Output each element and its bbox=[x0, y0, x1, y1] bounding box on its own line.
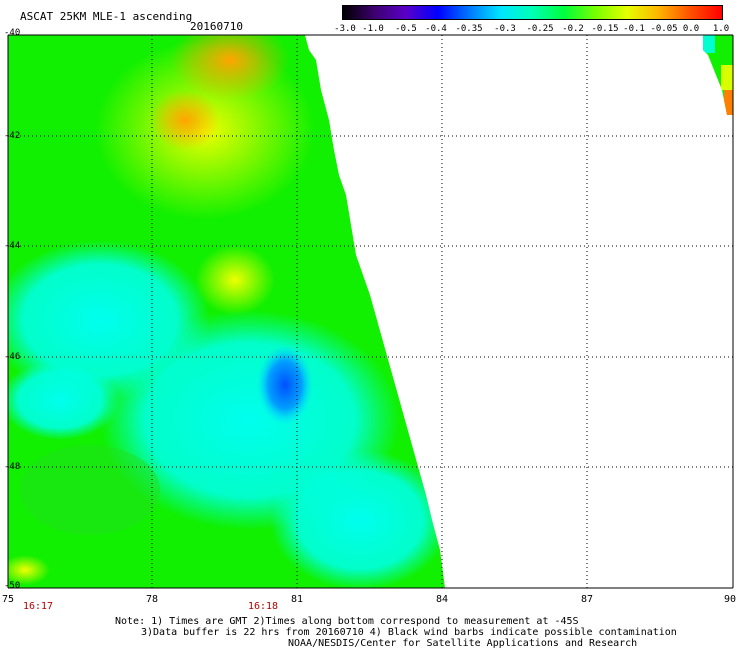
lat-tick: -48 bbox=[4, 462, 21, 472]
lat-tick: -44 bbox=[4, 241, 21, 251]
lon-tick: 75 bbox=[1, 594, 15, 605]
lon-tick: 90 bbox=[723, 594, 737, 605]
east-swath-data bbox=[703, 35, 733, 115]
colorbar-label: -1.0 bbox=[362, 24, 384, 34]
colorbar-label: 0.0 bbox=[682, 24, 700, 34]
time-label: 16:18 bbox=[247, 601, 279, 612]
swath-data bbox=[8, 35, 445, 588]
note-line: 3)Data buffer is 22 hrs from 20160710 4)… bbox=[141, 627, 677, 638]
note-line: NOAA/NESDIS/Center for Satellite Applica… bbox=[288, 638, 638, 649]
colorbar-label: -0.15 bbox=[591, 24, 619, 34]
colorbar-label: -0.25 bbox=[526, 24, 554, 34]
lon-tick: 87 bbox=[580, 594, 594, 605]
lat-tick: -50 bbox=[4, 581, 21, 591]
lat-tick: -42 bbox=[4, 131, 21, 141]
colorbar-labels: -3.0 -1.0 -0.5 -0.4 -0.35 -0.3 -0.25 -0.… bbox=[0, 0, 740, 40]
lat-tick: -40 bbox=[4, 28, 21, 38]
colorbar-label: -0.1 bbox=[623, 24, 645, 34]
product-title: ASCAT 25KM MLE-1 ascending bbox=[20, 10, 193, 23]
colorbar-label: -0.35 bbox=[455, 24, 483, 34]
colorbar-label: -3.0 bbox=[334, 24, 356, 34]
colorbar-label: -0.05 bbox=[650, 24, 678, 34]
lon-tick: 78 bbox=[145, 594, 159, 605]
colorbar-label: -0.5 bbox=[395, 24, 417, 34]
grid-lines bbox=[7, 34, 734, 589]
product-date: 20160710 bbox=[190, 20, 243, 33]
colorbar-label: 1.0 bbox=[712, 24, 730, 34]
colorbar bbox=[342, 5, 723, 20]
lon-tick: 84 bbox=[435, 594, 449, 605]
colorbar-label: -0.4 bbox=[425, 24, 447, 34]
colorbar-label: -0.2 bbox=[562, 24, 584, 34]
note-line: Note: 1) Times are GMT 2)Times along bot… bbox=[115, 616, 579, 627]
lat-tick: -46 bbox=[4, 352, 21, 362]
colorbar-label: -0.3 bbox=[494, 24, 516, 34]
lon-tick: 81 bbox=[290, 594, 304, 605]
time-label: 16:17 bbox=[22, 601, 54, 612]
